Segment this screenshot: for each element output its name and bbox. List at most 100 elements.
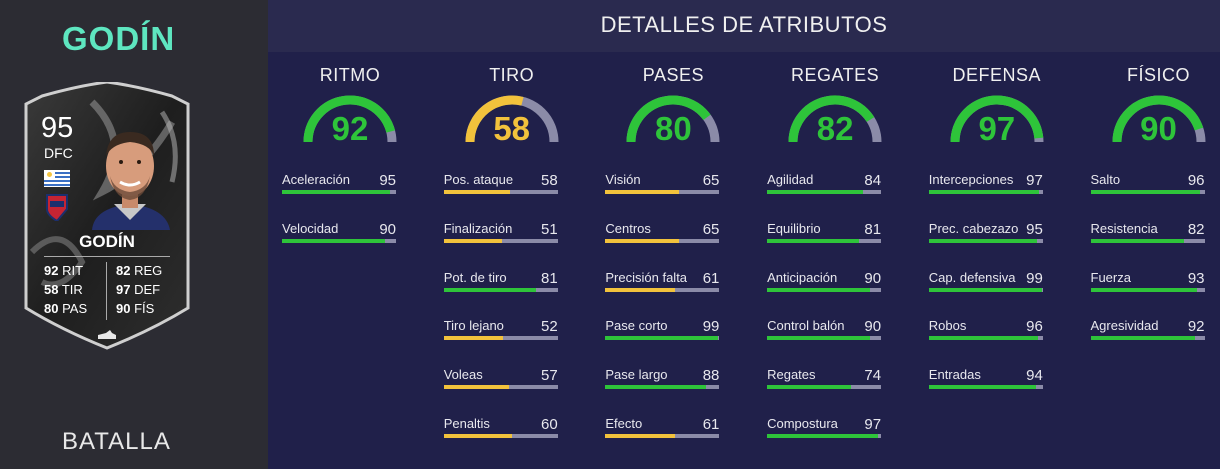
attribute-name: Equilibrio <box>767 220 821 236</box>
attribute-value: 57 <box>541 367 558 385</box>
attribute-bar-fill <box>767 190 863 194</box>
attribute-bar <box>443 336 558 341</box>
attribute-bar-fill <box>928 336 1039 341</box>
attribute-bar-fill <box>605 287 675 292</box>
card-stat-fis: 90 FÍS <box>116 301 155 316</box>
category-gauge <box>626 95 720 143</box>
attribute-bar <box>443 190 558 194</box>
attribute-vision: Visión 65 <box>605 172 720 212</box>
attribute-resistencia: Resistencia 82 <box>1090 220 1205 261</box>
attribute-value: 82 <box>1187 220 1205 238</box>
card-stat-tir: 58 TIR <box>44 282 83 297</box>
attribute-value: 88 <box>702 367 720 385</box>
attribute-voleas: Voleas 57 <box>443 367 558 407</box>
attribute-bar-fill <box>1090 336 1196 341</box>
gauge-fill <box>1112 95 1203 143</box>
attribute-bar <box>928 287 1043 292</box>
category-pases: PASES 80 Visión 65 Centros 65 Precisión falta 6… <box>593 52 753 469</box>
gauge-fill <box>465 95 524 143</box>
attribute-value: 84 <box>864 172 882 189</box>
attribute-value: 61 <box>702 269 720 287</box>
attribute-value: 96 <box>1026 318 1043 336</box>
attribute-bar <box>767 434 882 438</box>
category-label: FÍSICO <box>1126 65 1190 85</box>
category-value: 58 <box>493 110 531 147</box>
attribute-bar-fill <box>282 238 385 243</box>
attribute-value: 81 <box>541 269 558 287</box>
attribute-name: Efecto <box>605 416 643 431</box>
attribute-name: Agilidad <box>767 172 814 187</box>
attribute-pase-largo: Pase largo 88 <box>605 367 720 407</box>
attribute-bar-fill <box>767 238 860 243</box>
attribute-bar-fill <box>1090 190 1200 194</box>
card-stat-rit: 92 RIT <box>44 263 84 278</box>
category-fisico: FÍSICO 90 Salto 96 Resistencia 82 Fuerza 93 Agre… <box>1079 52 1220 469</box>
attribute-bar-fill <box>282 190 391 194</box>
attribute-name: Aceleración <box>282 172 350 187</box>
attribute-name: Fuerza <box>1090 269 1131 285</box>
category-gauge <box>788 95 882 143</box>
attribute-name: Precisión falta <box>605 269 688 285</box>
category-value: 97 <box>978 110 1016 147</box>
attribute-entradas: Entradas 94 <box>928 367 1043 407</box>
attribute-agresividad: Agresividad 92 <box>1090 318 1205 358</box>
attribute-value: 99 <box>702 318 720 336</box>
attribute-equilibrio: Equilibrio 81 <box>767 220 882 261</box>
attribute-value: 58 <box>541 172 558 189</box>
attribute-bar <box>605 287 720 292</box>
boot-icon <box>98 330 116 339</box>
attribute-name: Pos. ataque <box>443 172 514 187</box>
category-regates: REGATES 82 Agilidad 84 Equilibrio 81 Anticipac… <box>755 52 915 469</box>
attribute-name: Velocidad <box>282 220 339 236</box>
attribute-value: 95 <box>379 172 396 189</box>
attribute-bar <box>1090 190 1205 194</box>
attribute-value: 61 <box>702 416 720 433</box>
attribute-value: 65 <box>702 172 720 189</box>
attribute-bar <box>928 385 1043 390</box>
attribute-bar-fill <box>928 287 1042 292</box>
attribute-name: Visión <box>605 172 641 187</box>
attribute-value: 96 <box>1187 172 1205 189</box>
attribute-regates: Regates 74 <box>767 367 882 407</box>
attribute-bar-fill <box>443 434 513 438</box>
card-name: GODÍN <box>79 232 135 251</box>
attribute-robos: Robos 96 <box>928 318 1043 358</box>
attribute-name: Cap. defensiva <box>928 269 1016 285</box>
attribute-value: 60 <box>541 416 558 433</box>
attributes-title: DETALLES DE ATRIBUTOS <box>600 12 888 37</box>
attribute-fuerza: Fuerza 93 <box>1090 269 1205 310</box>
attribute-cap-defensiva: Cap. defensiva 99 <box>928 269 1043 310</box>
attribute-name: Pase corto <box>605 318 668 334</box>
attribute-name: Anticipación <box>767 269 838 285</box>
attribute-bar <box>928 190 1043 194</box>
attribute-control-balon: Control balón 90 <box>767 318 882 358</box>
attribute-penaltis: Penaltis 60 <box>443 416 558 456</box>
attribute-tiro-lejano: Tiro lejano 52 <box>443 318 558 358</box>
club-crest-icon <box>46 194 68 221</box>
card-stat-pas: 80 PAS <box>44 301 88 316</box>
attribute-agilidad: Agilidad 84 <box>767 172 882 212</box>
gauge-fill <box>950 95 1044 143</box>
attribute-bar <box>605 434 720 438</box>
attribute-value: 90 <box>379 220 396 238</box>
category-value: 90 <box>1140 110 1177 147</box>
attribute-bar <box>767 238 882 243</box>
player-card[interactable]: 95 DFC GODÍN 92 RIT <box>22 82 192 352</box>
attribute-value: 90 <box>864 269 882 287</box>
attribute-finalizacion: Finalización 51 <box>443 220 558 261</box>
attribute-name: Finalización <box>443 220 513 236</box>
attribute-value: 65 <box>702 220 720 238</box>
category-gauge <box>303 95 397 143</box>
attribute-bar <box>1090 287 1205 292</box>
attribute-value: 99 <box>1026 269 1043 287</box>
attribute-bar <box>282 238 396 243</box>
category-value: 92 <box>331 110 369 147</box>
attribute-bar <box>443 238 558 243</box>
attribute-value: 92 <box>1187 318 1205 336</box>
attribute-bar <box>605 385 720 390</box>
attribute-bar <box>1090 238 1205 243</box>
attribute-bar-fill <box>443 385 509 390</box>
attribute-bar-fill <box>443 190 510 194</box>
attribute-name: Agresividad <box>1090 318 1159 334</box>
attribute-prec-cabezazo: Prec. cabezazo 95 <box>928 221 1043 261</box>
